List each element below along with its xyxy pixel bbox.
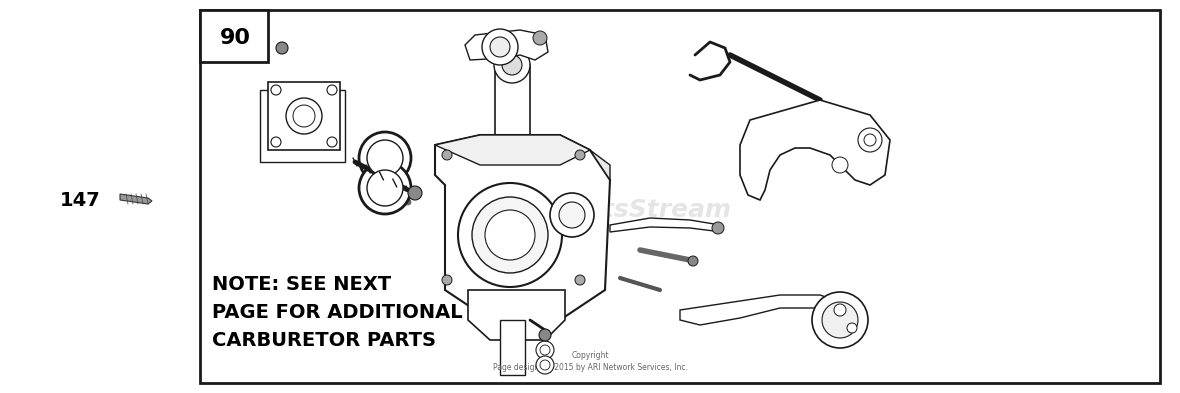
Circle shape <box>539 329 551 341</box>
Circle shape <box>286 98 322 134</box>
Circle shape <box>550 193 594 237</box>
Polygon shape <box>465 30 548 60</box>
Circle shape <box>858 128 881 152</box>
Circle shape <box>575 275 585 285</box>
Circle shape <box>442 275 452 285</box>
Circle shape <box>540 345 550 355</box>
Circle shape <box>327 85 337 95</box>
Circle shape <box>442 150 452 160</box>
Text: 90: 90 <box>219 28 251 48</box>
Bar <box>199 10 268 62</box>
Circle shape <box>575 150 585 160</box>
Circle shape <box>536 341 553 359</box>
Circle shape <box>271 85 281 95</box>
Circle shape <box>540 360 550 370</box>
Polygon shape <box>268 82 340 150</box>
Circle shape <box>276 42 288 54</box>
Text: CARBURETOR PARTS: CARBURETOR PARTS <box>212 332 435 351</box>
Text: 147: 147 <box>60 191 100 209</box>
Circle shape <box>688 256 699 266</box>
Circle shape <box>536 356 553 374</box>
Text: ARIPartsStream: ARIPartsStream <box>509 198 732 222</box>
Circle shape <box>271 137 281 147</box>
Bar <box>199 10 1160 383</box>
Circle shape <box>359 162 411 214</box>
Circle shape <box>834 304 846 316</box>
Circle shape <box>481 29 518 65</box>
Polygon shape <box>468 290 565 340</box>
Text: PAGE FOR ADDITIONAL: PAGE FOR ADDITIONAL <box>212 303 463 323</box>
Polygon shape <box>500 320 525 375</box>
Text: Page design (c) 2015 by ARI Network Services, Inc.: Page design (c) 2015 by ARI Network Serv… <box>492 364 688 373</box>
Text: NOTE: SEE NEXT: NOTE: SEE NEXT <box>212 275 391 294</box>
Circle shape <box>367 170 404 206</box>
Polygon shape <box>494 65 530 135</box>
Circle shape <box>533 31 548 45</box>
Circle shape <box>494 47 530 83</box>
Polygon shape <box>680 295 840 325</box>
Circle shape <box>359 132 411 184</box>
Circle shape <box>832 157 848 173</box>
Circle shape <box>559 202 585 228</box>
Circle shape <box>485 210 535 260</box>
Polygon shape <box>740 100 890 200</box>
Circle shape <box>712 222 725 234</box>
Circle shape <box>458 183 562 287</box>
Polygon shape <box>435 135 590 165</box>
Circle shape <box>367 140 404 176</box>
Circle shape <box>502 55 522 75</box>
Circle shape <box>293 105 315 127</box>
Polygon shape <box>260 90 345 162</box>
Text: Copyright: Copyright <box>571 351 609 360</box>
Circle shape <box>327 137 337 147</box>
Polygon shape <box>120 194 152 204</box>
Circle shape <box>490 37 510 57</box>
Circle shape <box>812 292 868 348</box>
Polygon shape <box>590 150 610 180</box>
Polygon shape <box>435 135 610 320</box>
Polygon shape <box>610 218 722 232</box>
Circle shape <box>408 186 422 200</box>
Circle shape <box>864 134 876 146</box>
Circle shape <box>472 197 548 273</box>
Circle shape <box>847 323 857 333</box>
Circle shape <box>822 302 858 338</box>
